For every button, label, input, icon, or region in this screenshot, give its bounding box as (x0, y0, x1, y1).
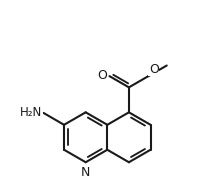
Text: O: O (149, 63, 159, 75)
Text: H₂N: H₂N (20, 106, 42, 119)
Text: N: N (81, 166, 90, 180)
Text: O: O (97, 69, 107, 82)
